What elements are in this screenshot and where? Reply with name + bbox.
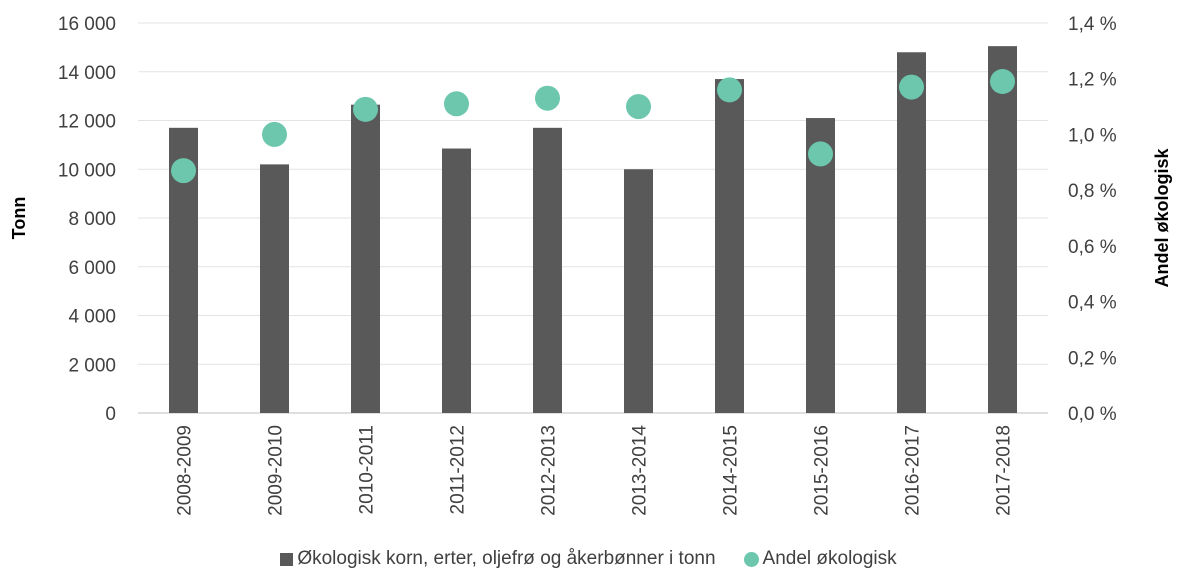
y2-tick-label: 0,0 % — [1068, 404, 1117, 425]
y2-tick-label: 0,4 % — [1068, 293, 1117, 314]
y2-tick-label: 0,2 % — [1068, 348, 1117, 369]
y-axis-title: Tonn — [9, 197, 29, 240]
y-tick-label: 6 000 — [68, 258, 116, 279]
data-point — [353, 96, 378, 122]
bar — [988, 46, 1017, 413]
y-tick-label: 2 000 — [68, 355, 116, 376]
bar — [533, 127, 562, 413]
y2-tick-label: 0,6 % — [1068, 237, 1117, 258]
y-tick-label: 4 000 — [68, 307, 116, 328]
legend-swatch-dot — [743, 551, 759, 567]
y-tick-label: 12 000 — [58, 112, 116, 133]
y2-axis-title: Andel økologisk — [1152, 148, 1172, 288]
data-point — [444, 91, 469, 117]
data-point — [717, 77, 742, 103]
x-tick-label: 2009-2010 — [266, 425, 287, 516]
legend-item-andel: Andel økologisk — [743, 548, 897, 570]
y2-tick-label: 1,4 % — [1068, 14, 1117, 35]
bar — [806, 118, 835, 413]
x-tick-label: 2014-2015 — [721, 425, 742, 516]
bar — [351, 104, 380, 413]
legend-item-tonn: Økologisk korn, erter, oljefrø og åkerbø… — [280, 548, 716, 570]
x-tick-label: 2013-2014 — [630, 425, 651, 516]
y2-tick-label: 1,2 % — [1068, 70, 1117, 91]
bar — [260, 164, 289, 413]
data-point — [535, 85, 560, 111]
data-point — [990, 69, 1015, 94]
y-tick-label: 16 000 — [58, 14, 116, 35]
legend-label-tonn: Økologisk korn, erter, oljefrø og åkerbø… — [297, 548, 716, 569]
x-tick-label: 2011-2012 — [448, 425, 469, 514]
bar — [624, 169, 653, 413]
y2-tick-label: 1,0 % — [1068, 125, 1117, 146]
y-tick-label: 14 000 — [58, 63, 116, 84]
x-tick-label: 2015-2016 — [812, 425, 833, 516]
x-tick-label: 2012-2013 — [539, 425, 560, 516]
legend: Økologisk korn, erter, oljefrø og åkerbø… — [0, 548, 1177, 570]
x-tick-label: 2017-2018 — [994, 425, 1015, 516]
data-point — [626, 94, 651, 120]
x-tick-label: 2008-2009 — [175, 425, 196, 516]
y-tick-label: 10 000 — [58, 160, 116, 181]
x-tick-label: 2016-2017 — [903, 425, 924, 516]
y2-tick-label: 0,8 % — [1068, 181, 1117, 202]
y-tick-label: 0 — [105, 404, 116, 425]
data-point — [171, 158, 196, 184]
chart-plot: 0 2 000 4 000 6 000 8 000 10 000 12 000 14 000 1… — [9, 14, 1172, 516]
y-tick-label: 8 000 — [68, 209, 116, 230]
bar — [442, 148, 471, 413]
x-tick-label: 2010-2011 — [357, 425, 378, 514]
legend-swatch-bar — [280, 552, 294, 566]
data-point — [808, 141, 833, 167]
data-point — [262, 121, 287, 147]
data-point — [899, 74, 924, 100]
legend-label-andel: Andel økologisk — [762, 548, 897, 569]
bar — [715, 79, 744, 413]
bar — [897, 52, 926, 413]
